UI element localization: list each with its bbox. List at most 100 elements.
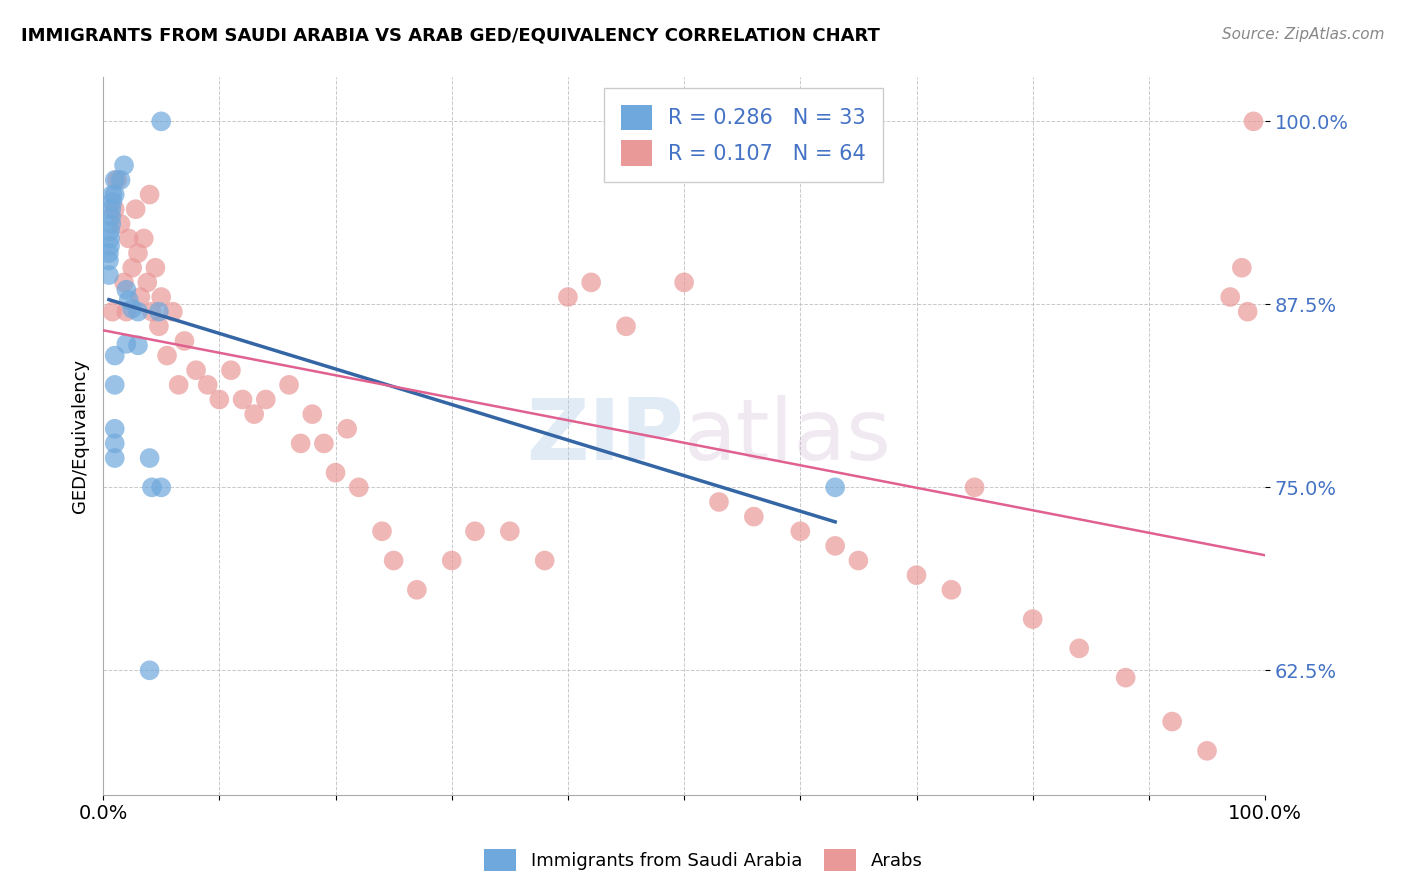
Point xyxy=(533,553,555,567)
Point xyxy=(1021,612,1043,626)
Text: Source: ZipAtlas.com: Source: ZipAtlas.com xyxy=(1222,27,1385,42)
Point xyxy=(138,187,160,202)
Point xyxy=(1230,260,1253,275)
Point xyxy=(1161,714,1184,729)
Point xyxy=(112,276,135,290)
Point xyxy=(464,524,486,539)
Point xyxy=(673,276,696,290)
Point xyxy=(104,436,127,450)
Point xyxy=(278,377,301,392)
Point xyxy=(371,524,394,539)
Point xyxy=(98,239,121,253)
Point xyxy=(312,436,335,450)
Point xyxy=(1236,304,1258,318)
Point xyxy=(141,480,163,494)
Point xyxy=(115,337,138,351)
Point xyxy=(105,173,128,187)
Point xyxy=(290,436,312,450)
Point xyxy=(789,524,811,539)
Point xyxy=(136,276,159,290)
Text: atlas: atlas xyxy=(685,394,893,477)
Point xyxy=(112,158,135,172)
Point xyxy=(138,451,160,466)
Legend: R = 0.286   N = 33, R = 0.107   N = 64: R = 0.286 N = 33, R = 0.107 N = 64 xyxy=(603,87,883,183)
Point xyxy=(98,231,121,245)
Point xyxy=(173,334,195,348)
Point xyxy=(325,466,347,480)
Point xyxy=(162,304,184,318)
Y-axis label: GED/Equivalency: GED/Equivalency xyxy=(72,359,89,513)
Point xyxy=(104,349,127,363)
Point xyxy=(301,407,323,421)
Text: IMMIGRANTS FROM SAUDI ARABIA VS ARAB GED/EQUIVALENCY CORRELATION CHART: IMMIGRANTS FROM SAUDI ARABIA VS ARAB GED… xyxy=(21,27,880,45)
Point xyxy=(104,377,127,392)
Point xyxy=(742,509,765,524)
Point xyxy=(104,187,127,202)
Point xyxy=(963,480,986,494)
Point xyxy=(115,304,138,318)
Point xyxy=(115,283,138,297)
Point xyxy=(382,553,405,567)
Point xyxy=(100,217,122,231)
Point xyxy=(824,539,846,553)
Point xyxy=(557,290,579,304)
Point xyxy=(132,231,155,245)
Point xyxy=(405,582,427,597)
Point xyxy=(101,187,124,202)
Point xyxy=(138,663,160,677)
Point xyxy=(440,553,463,567)
Point xyxy=(121,260,143,275)
Point xyxy=(97,246,120,260)
Point xyxy=(148,319,170,334)
Point xyxy=(614,319,637,334)
Point xyxy=(127,304,149,318)
Point xyxy=(347,480,370,494)
Point xyxy=(101,194,124,209)
Point xyxy=(197,377,219,392)
Point xyxy=(104,422,127,436)
Point xyxy=(110,173,132,187)
Point xyxy=(100,210,122,224)
Point xyxy=(150,114,173,128)
Point xyxy=(104,451,127,466)
Point xyxy=(824,480,846,494)
Point xyxy=(336,422,359,436)
Point xyxy=(118,293,141,307)
Point xyxy=(579,276,602,290)
Point xyxy=(243,407,266,421)
Point xyxy=(156,349,179,363)
Point xyxy=(1243,114,1265,128)
Point xyxy=(184,363,207,377)
Point xyxy=(124,202,146,217)
Point xyxy=(150,290,173,304)
Point xyxy=(148,304,170,318)
Point xyxy=(1115,671,1137,685)
Point xyxy=(254,392,277,407)
Point xyxy=(499,524,522,539)
Point xyxy=(848,553,870,567)
Point xyxy=(208,392,231,407)
Point xyxy=(1069,641,1091,656)
Point xyxy=(129,290,152,304)
Point xyxy=(100,202,122,217)
Point xyxy=(141,304,163,318)
Point xyxy=(145,260,167,275)
Text: ZIP: ZIP xyxy=(526,394,685,477)
Point xyxy=(707,495,730,509)
Legend: Immigrants from Saudi Arabia, Arabs: Immigrants from Saudi Arabia, Arabs xyxy=(477,842,929,879)
Point xyxy=(110,217,132,231)
Point xyxy=(905,568,928,582)
Point xyxy=(1219,290,1241,304)
Point xyxy=(150,480,173,494)
Point xyxy=(219,363,242,377)
Point xyxy=(127,246,149,260)
Point xyxy=(121,301,143,316)
Point xyxy=(104,173,127,187)
Point xyxy=(97,253,120,268)
Point xyxy=(232,392,254,407)
Point xyxy=(941,582,963,597)
Point xyxy=(98,224,121,238)
Point xyxy=(127,338,149,352)
Point xyxy=(167,377,190,392)
Point xyxy=(97,268,120,282)
